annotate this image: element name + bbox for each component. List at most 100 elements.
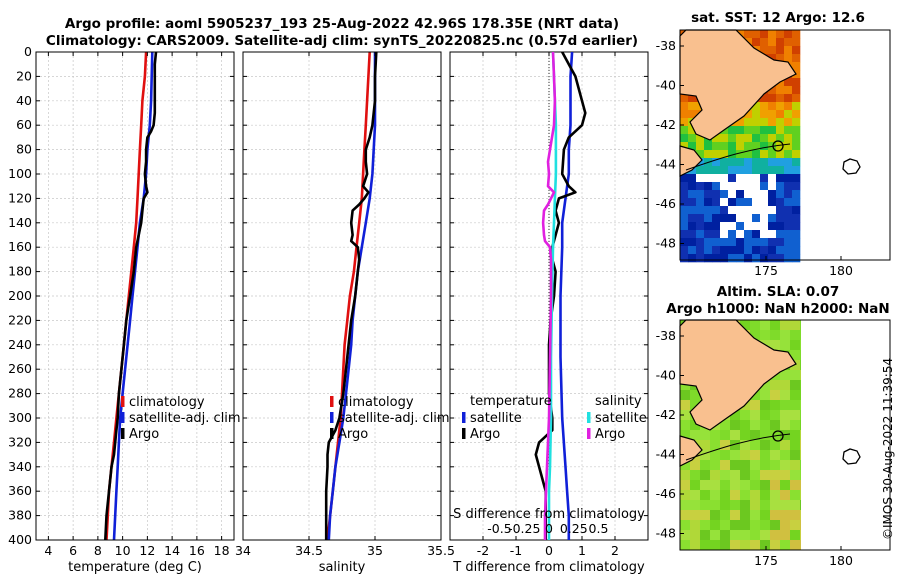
sst-cell bbox=[768, 246, 777, 255]
sla-cell bbox=[720, 420, 731, 431]
sla-cell bbox=[760, 410, 771, 421]
sst-cell bbox=[712, 246, 721, 255]
x-tick-label: 8 bbox=[94, 543, 102, 558]
sla-cell bbox=[700, 440, 711, 451]
sla-cell bbox=[770, 330, 781, 341]
sla-cell bbox=[700, 460, 711, 471]
sst-cell bbox=[704, 174, 713, 183]
sla-cell bbox=[750, 470, 761, 481]
legend-s-sat-label: satellite bbox=[595, 411, 647, 426]
sst-cell bbox=[768, 182, 777, 191]
sst-cell bbox=[688, 206, 697, 215]
x-tick-label: 0 bbox=[545, 543, 553, 558]
sla-cell bbox=[750, 530, 761, 541]
sst-cell bbox=[704, 214, 713, 223]
sst-cell bbox=[760, 46, 769, 55]
sst-cell bbox=[784, 118, 793, 127]
sst-cell bbox=[784, 222, 793, 231]
sla-cell bbox=[710, 520, 721, 531]
y-tick-label: 260 bbox=[8, 361, 32, 376]
sst-cell bbox=[768, 166, 777, 175]
y-tick-label: 200 bbox=[8, 288, 32, 303]
sst-cell bbox=[744, 198, 753, 207]
sst-cell bbox=[704, 246, 713, 255]
sst-cell bbox=[760, 190, 769, 199]
sst-cell bbox=[784, 142, 793, 151]
sla-cell bbox=[700, 450, 711, 461]
sla-cell bbox=[690, 480, 701, 491]
sla-cell bbox=[750, 540, 761, 551]
sla-cell bbox=[760, 430, 771, 441]
sst-cell bbox=[776, 46, 785, 55]
sst-cell bbox=[768, 54, 777, 63]
legend-t-sat-label: satellite bbox=[470, 411, 522, 426]
sla-cell bbox=[790, 410, 801, 421]
series-line-s-argo bbox=[541, 52, 557, 540]
sst-cell bbox=[688, 230, 697, 239]
sst-cell bbox=[720, 246, 729, 255]
sla-cell bbox=[710, 530, 721, 541]
sst-cell bbox=[696, 246, 705, 255]
sst-cell bbox=[768, 214, 777, 223]
sla-cell bbox=[710, 430, 721, 441]
map-y-tick-label: -40 bbox=[656, 368, 676, 383]
sst-cell bbox=[736, 134, 745, 143]
sst-cell bbox=[760, 150, 769, 159]
y-tick-label: 180 bbox=[8, 264, 32, 279]
sst-cell bbox=[792, 38, 801, 47]
sla-cell bbox=[760, 490, 771, 501]
sla-cell bbox=[800, 510, 801, 521]
sst-cell bbox=[760, 174, 769, 183]
sla-cell bbox=[790, 400, 801, 411]
sst-cell bbox=[752, 110, 761, 119]
sst-cell bbox=[744, 30, 753, 39]
sst-cell bbox=[680, 174, 689, 183]
sla-cell bbox=[720, 490, 731, 501]
map-x-tick-label: 180 bbox=[829, 553, 853, 568]
series-line-argo bbox=[324, 52, 378, 540]
sst-cell bbox=[744, 166, 753, 175]
sla-cell bbox=[710, 500, 721, 511]
map-y-tick-label: -38 bbox=[656, 38, 676, 53]
sst-cell bbox=[752, 126, 761, 135]
sla-cell bbox=[790, 430, 801, 441]
sla-cell bbox=[720, 450, 731, 461]
sla-cell bbox=[790, 340, 801, 351]
sla-cell bbox=[800, 400, 801, 411]
difference-panel: -2 -1 0 1 2 -0.5-0.25 0 0.25 0.5 bbox=[449, 51, 649, 558]
sla-cell bbox=[690, 430, 701, 441]
sla-cell bbox=[770, 500, 781, 511]
sst-cell bbox=[760, 38, 769, 47]
x-tick-label: 35 bbox=[367, 543, 383, 558]
sst-cell bbox=[704, 150, 713, 159]
sla-cell bbox=[770, 460, 781, 471]
sst-cell bbox=[712, 150, 721, 159]
sla-cell bbox=[680, 530, 691, 541]
sla-cell bbox=[770, 490, 781, 501]
sst-cell bbox=[752, 198, 761, 207]
sst-cell bbox=[776, 222, 785, 231]
sla-cell bbox=[730, 490, 741, 501]
sla-cell bbox=[780, 370, 791, 381]
sla-cell bbox=[730, 520, 741, 531]
sst-cell bbox=[696, 166, 705, 175]
sla-cell bbox=[710, 540, 721, 551]
sla-cell bbox=[690, 490, 701, 501]
sst-cell bbox=[680, 126, 689, 135]
sla-cell bbox=[720, 480, 731, 491]
sst-cell bbox=[776, 158, 785, 167]
sst-cell bbox=[776, 150, 785, 159]
sst-cell bbox=[784, 238, 793, 247]
sla-cell bbox=[720, 430, 731, 441]
legend-s-argo-label: Argo bbox=[595, 427, 625, 442]
sst-cell bbox=[728, 158, 737, 167]
sst-cell bbox=[680, 230, 689, 239]
sst-cell bbox=[712, 238, 721, 247]
sla-cell bbox=[700, 540, 711, 551]
sla-cell bbox=[760, 530, 771, 541]
sla-cell bbox=[770, 340, 781, 351]
sla-cell bbox=[680, 480, 691, 491]
sla-cell bbox=[700, 430, 711, 441]
legend-s-argo-swatch bbox=[587, 428, 591, 439]
sst-cell bbox=[792, 238, 801, 247]
